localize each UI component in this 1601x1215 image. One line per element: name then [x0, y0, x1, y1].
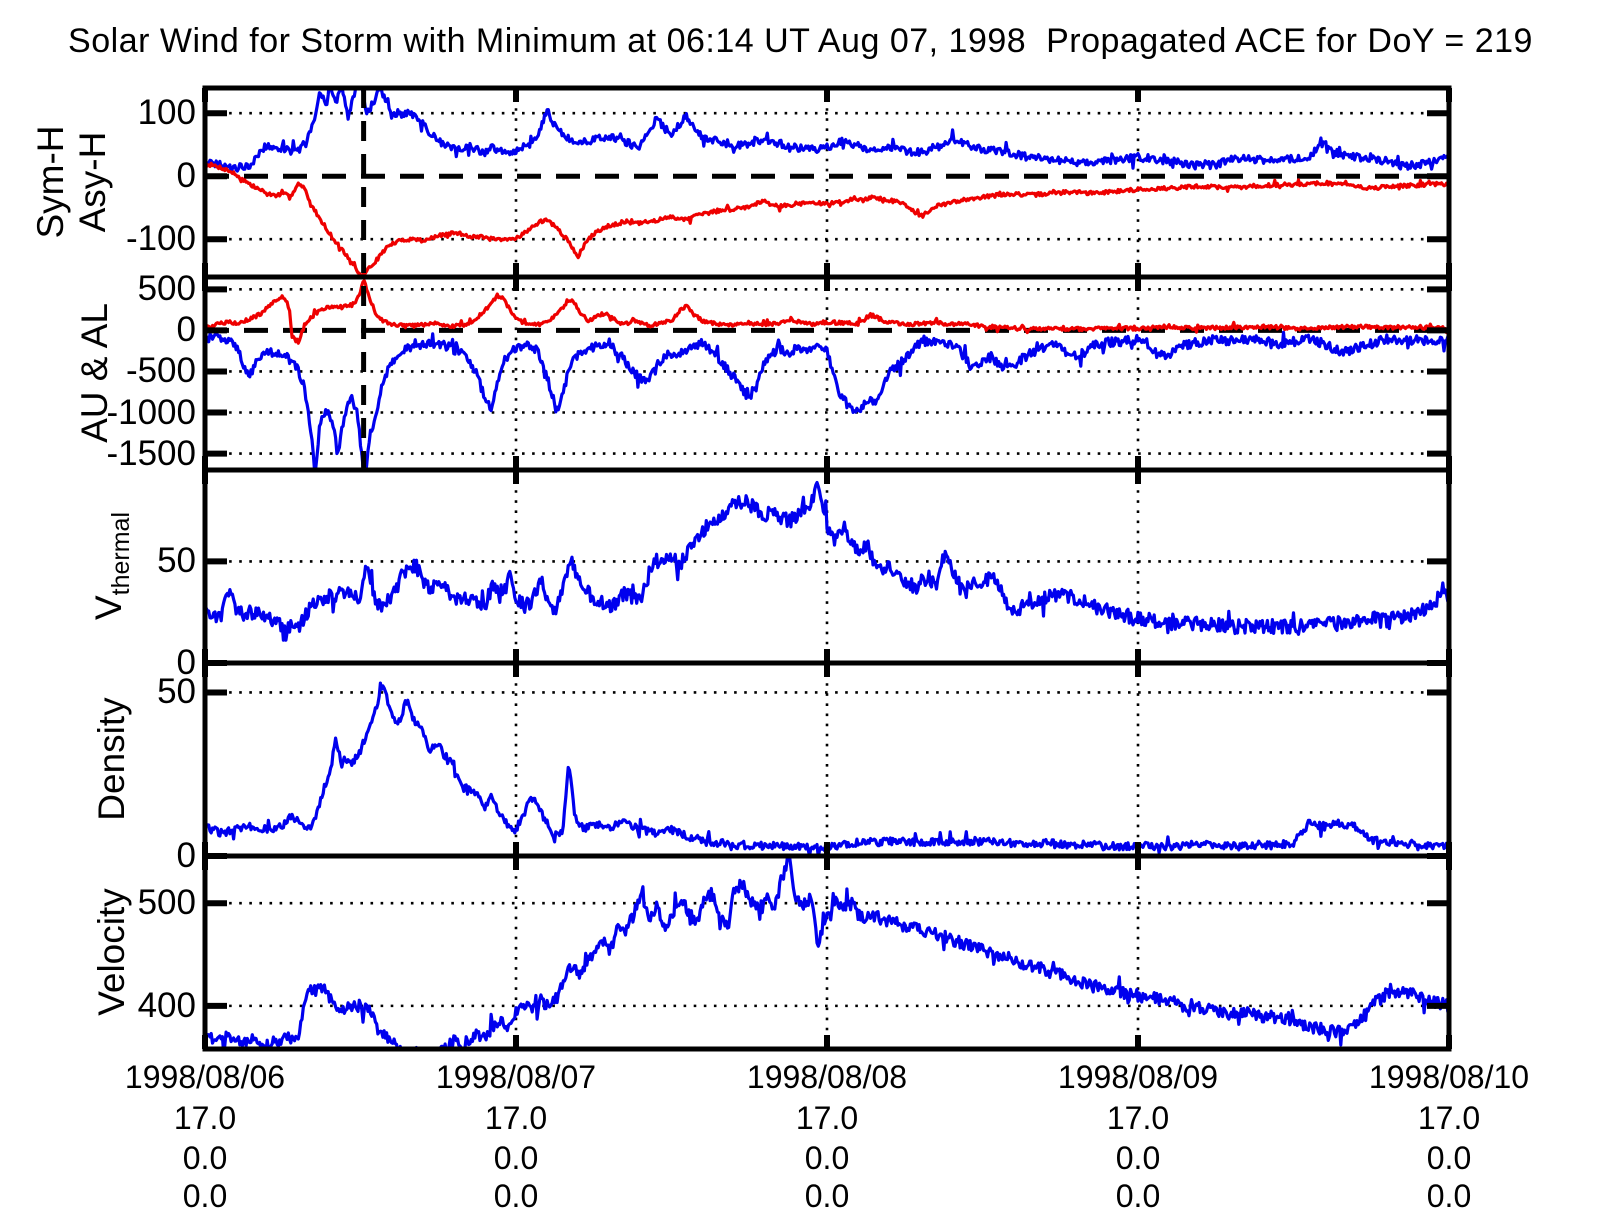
x-tick-row-label: 0.0	[182, 1140, 228, 1176]
x-tick-row-label: 17.0	[1417, 1100, 1481, 1136]
x-tick-row-label: 0.0	[1426, 1140, 1472, 1176]
x-tick-row-label: 17.0	[1106, 1100, 1170, 1136]
x-tick-row-label: 0.0	[493, 1178, 539, 1214]
ylabel-vthermal-main: V	[88, 595, 129, 621]
x-tick-row-label: 0.0	[182, 1178, 228, 1214]
y-tick-label: 400	[137, 985, 196, 1025]
x-tick-row-label: 0.0	[493, 1140, 539, 1176]
y-tick-label: 100	[137, 93, 196, 133]
plot-title: Solar Wind for Storm with Minimum at 06:…	[68, 22, 1533, 60]
y-tick-label: 0	[176, 310, 196, 350]
y-tick-label: -1500	[106, 433, 196, 473]
y-tick-label: -500	[125, 351, 196, 391]
data-series-AU	[205, 279, 1449, 345]
x-tick-row-label: 0.0	[804, 1140, 850, 1176]
y-tick-label: 500	[137, 269, 196, 309]
ylabel-density: Density	[91, 697, 133, 820]
x-tick-row-label: 17.0	[173, 1100, 237, 1136]
y-tick-label: 50	[157, 672, 196, 712]
x-tick-row-label: 17.0	[484, 1100, 548, 1136]
y-tick-label: 500	[137, 883, 196, 923]
data-series-V_thermal	[205, 480, 1449, 642]
y-tick-label: 0	[176, 643, 196, 682]
x-tick-row-label: 0.0	[1115, 1140, 1161, 1176]
y-tick-label: 0	[176, 156, 196, 196]
x-tick-row-label: 0.0	[1115, 1178, 1161, 1214]
x-tick-date-label: 1998/08/10	[1368, 1059, 1530, 1095]
data-series-Density	[205, 681, 1449, 856]
data-series-Sym-H	[205, 161, 1449, 277]
x-tick-date-label: 1998/08/09	[1057, 1059, 1219, 1095]
data-series-Asy-H	[205, 88, 1449, 174]
x-tick-row-label: 0.0	[804, 1178, 850, 1214]
x-tick-row-label: 17.0	[795, 1100, 859, 1136]
x-tick-date-label: 1998/08/06	[124, 1059, 286, 1095]
ylabel-density-text: Density	[91, 697, 132, 821]
x-tick-row-label: 0.0	[1426, 1178, 1472, 1214]
y-tick-label: -100	[125, 219, 196, 259]
x-tick-date-label: 1998/08/08	[746, 1059, 908, 1095]
data-series-AL	[205, 330, 1449, 470]
y-tick-label: -1000	[106, 392, 196, 432]
data-series-Velocity	[205, 856, 1449, 1049]
y-tick-label: 50	[157, 541, 196, 581]
x-tick-date-label: 1998/08/07	[435, 1059, 597, 1095]
y-tick-label: 0	[176, 836, 196, 875]
